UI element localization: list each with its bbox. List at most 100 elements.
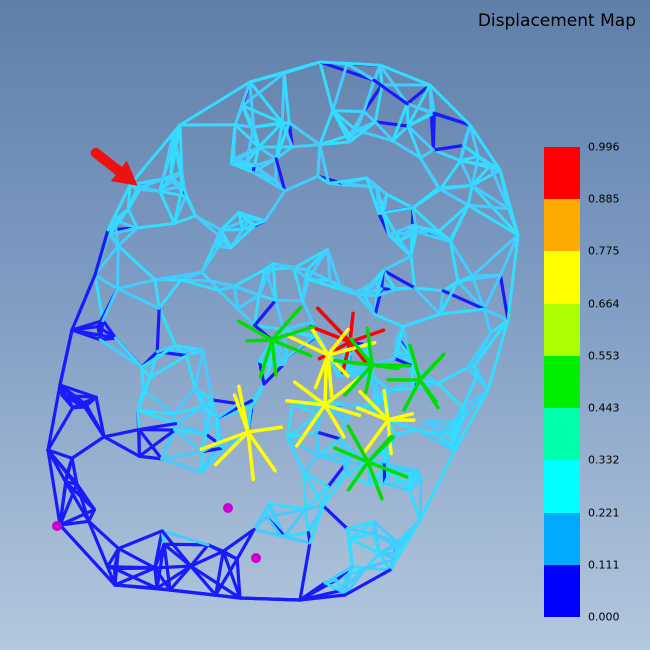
mesh-edge [415, 428, 451, 450]
mesh-edge [347, 120, 377, 144]
mesh-edge [201, 348, 214, 402]
hotspot-edge [349, 337, 374, 367]
mesh-edge [189, 564, 242, 600]
mesh-edge [274, 298, 286, 332]
mesh-edge [365, 176, 381, 215]
mesh-edge [64, 480, 91, 523]
mesh-edge [253, 298, 278, 327]
mesh-edge [214, 549, 225, 597]
mesh-edge [174, 422, 208, 436]
hotspot-edge [348, 311, 355, 344]
mesh-edge [229, 145, 261, 166]
colorbar-tick-label: 0.553 [588, 349, 620, 363]
mesh-edge [470, 164, 492, 188]
purple-dot-icon[interactable] [52, 521, 62, 531]
mesh-edge [126, 187, 139, 211]
mesh-edge [93, 228, 110, 277]
mesh-edge [285, 430, 319, 439]
mesh-edge [232, 267, 267, 288]
mesh-edge [465, 331, 493, 370]
mesh-edge [406, 111, 436, 128]
mesh-edge [148, 354, 188, 380]
mesh-edge [321, 504, 349, 531]
colorbar-segment [544, 564, 580, 618]
mesh-edge [414, 230, 453, 244]
mesh-edge [447, 415, 465, 450]
hotspot-edge [292, 380, 327, 407]
mesh-edge [456, 279, 486, 311]
mesh-edge [116, 244, 120, 291]
mesh-edge [137, 427, 164, 461]
mesh-edge [290, 143, 322, 149]
mesh-edge [250, 382, 266, 409]
hotspot-edge [246, 430, 277, 473]
mesh-edge [287, 121, 322, 147]
mesh-edge [331, 109, 366, 114]
mesh-edge [137, 454, 164, 461]
mesh-edge [429, 111, 472, 127]
mesh-edge [318, 143, 331, 185]
mesh-edge [436, 381, 465, 409]
mesh-edge [87, 519, 110, 569]
mesh-edge [436, 186, 470, 207]
mesh-edge [285, 402, 295, 439]
mesh-edge [135, 187, 162, 193]
hotspot-edge [323, 403, 346, 439]
displacement-hotspot [286, 326, 377, 398]
mesh-edge [201, 405, 208, 436]
mesh-edge [292, 266, 310, 281]
displacement-hotspot [236, 305, 316, 379]
mesh-edge [263, 189, 287, 223]
hotspot-edge [309, 324, 352, 344]
mesh-edge [470, 184, 520, 237]
mesh-edge [466, 203, 520, 237]
mesh-edge [160, 450, 204, 461]
mesh-edge [401, 312, 442, 329]
hotspot-edge [317, 340, 352, 361]
mesh-edge [101, 287, 120, 323]
hotspot-edge [332, 358, 374, 367]
mesh-edge [468, 123, 502, 172]
mesh-edge [302, 470, 330, 488]
mesh-edge [285, 435, 320, 458]
mesh-edge [438, 159, 463, 191]
mesh-edge [345, 527, 376, 536]
mesh-edge [252, 502, 271, 531]
mesh-edge [46, 383, 62, 452]
mesh-edge [381, 210, 391, 237]
hotspot-edge [285, 399, 327, 407]
mesh-edge [265, 507, 307, 519]
colorbar-tick-label: 0.000 [588, 610, 620, 624]
mesh-edge [436, 415, 465, 436]
displacement-hotspot [285, 358, 362, 448]
mesh-edge [353, 279, 380, 294]
mesh-edge [377, 192, 389, 215]
hotspot-edge [270, 324, 316, 342]
mesh-edge [372, 532, 399, 548]
mesh-edge [411, 223, 441, 233]
mesh-edge [161, 131, 175, 181]
mesh-edge [459, 143, 465, 163]
mesh-edge [385, 192, 415, 210]
hotspot-edge [309, 326, 330, 357]
mesh-edge [153, 278, 161, 310]
colorbar-segment [544, 355, 580, 409]
mesh-edge [391, 102, 409, 143]
mesh-edge [348, 537, 382, 555]
mesh-edge [107, 207, 130, 236]
purple-dot-icon[interactable] [223, 503, 233, 513]
mesh-edge [371, 374, 391, 392]
mesh-edge [389, 469, 411, 493]
mesh-edge [209, 279, 237, 289]
mesh-edge [206, 543, 239, 561]
mesh-edge [298, 578, 339, 602]
purple-dot-icon[interactable] [251, 553, 261, 563]
mesh-edge [71, 395, 98, 410]
mesh-edge [438, 307, 486, 316]
colorbar-segment [544, 147, 580, 200]
mesh-edge [46, 448, 74, 460]
mesh-edge [486, 318, 510, 392]
mesh-edge [406, 83, 432, 128]
mesh-edge [373, 313, 405, 329]
